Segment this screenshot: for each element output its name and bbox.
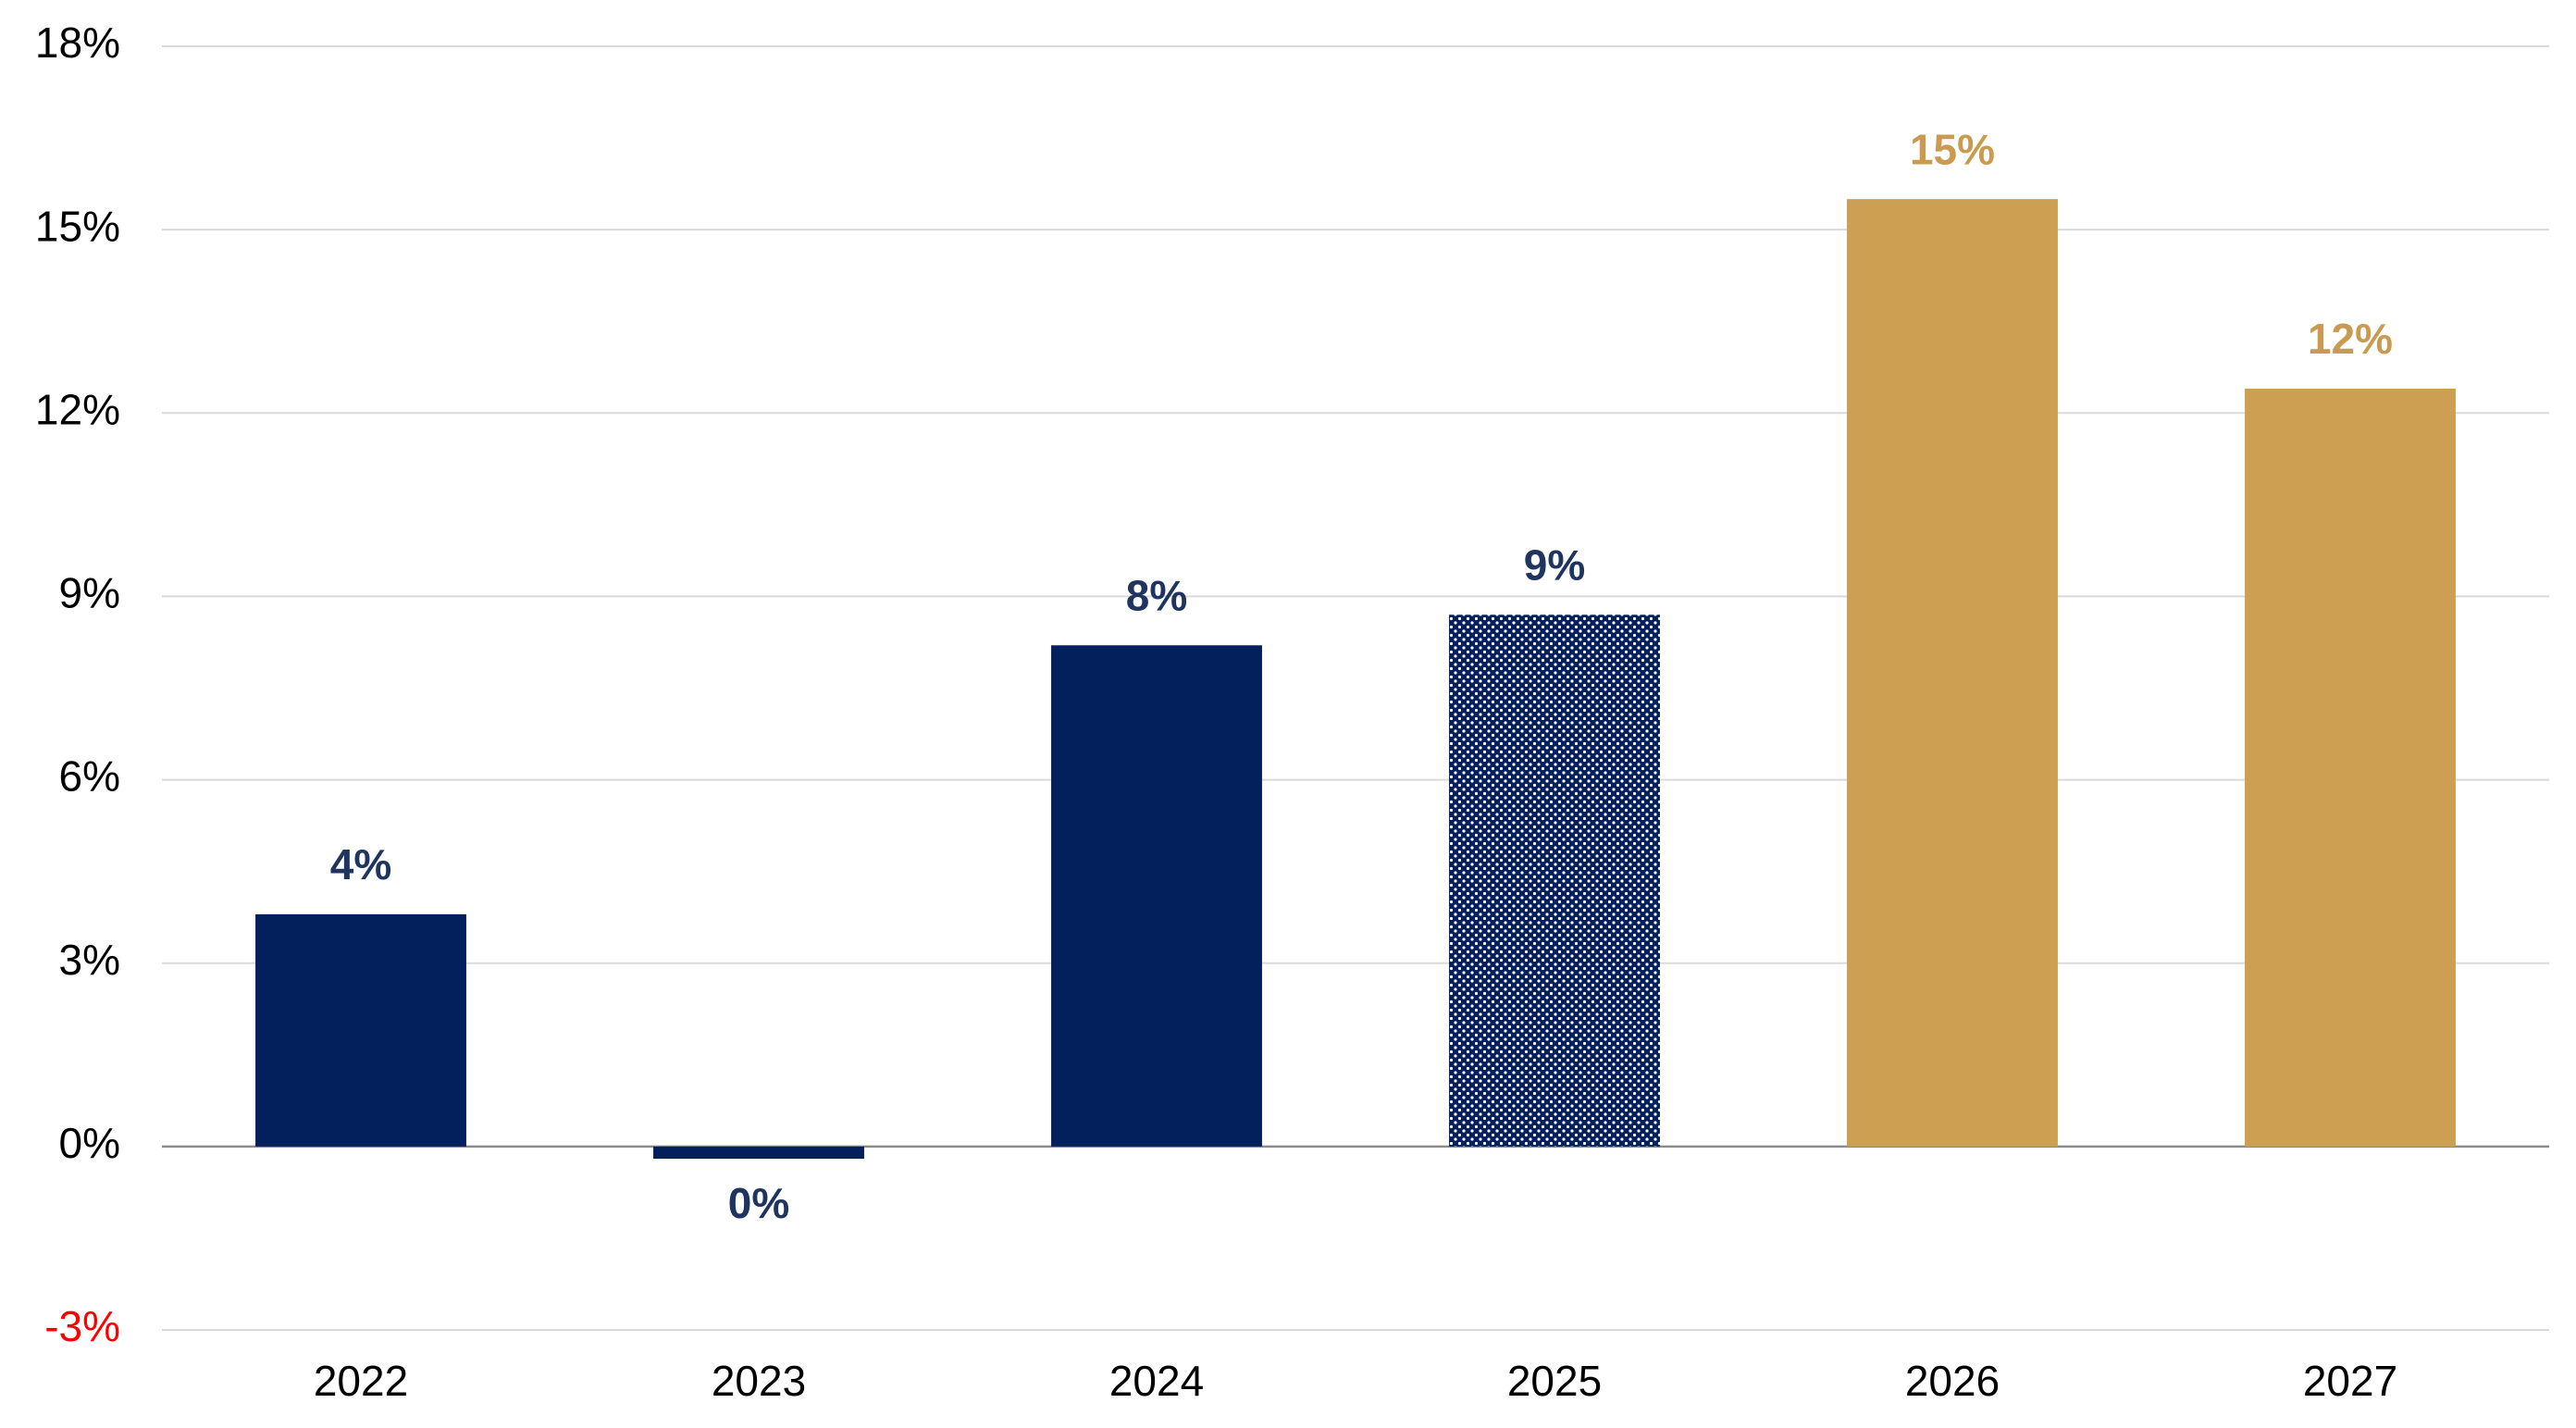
y-tick-label: -3% — [44, 1302, 120, 1350]
x-tick-label: 2027 — [2303, 1357, 2397, 1405]
y-tick-label: 18% — [35, 19, 120, 67]
y-tick-label: 6% — [59, 752, 120, 801]
x-tick-label: 2023 — [712, 1357, 806, 1405]
value-label: 8% — [1126, 571, 1187, 619]
bar — [1051, 645, 1262, 1147]
y-tick-label: 3% — [59, 936, 120, 984]
x-tick-label: 2025 — [1507, 1357, 1602, 1405]
value-label: 0% — [728, 1179, 789, 1227]
x-tick-label: 2022 — [314, 1357, 408, 1405]
bar — [2245, 388, 2456, 1147]
value-label: 9% — [1524, 540, 1585, 589]
value-label: 15% — [1910, 125, 1995, 173]
y-tick-label: 9% — [59, 569, 120, 617]
y-tick-label: 0% — [59, 1119, 120, 1167]
y-tick-label: 15% — [35, 202, 120, 250]
bar — [1847, 199, 2058, 1147]
x-tick-label: 2026 — [1905, 1357, 2000, 1405]
bar — [255, 913, 466, 1147]
value-label: 4% — [330, 840, 391, 888]
bar — [653, 1146, 864, 1160]
value-label: 12% — [2308, 315, 2393, 363]
x-tick-label: 2024 — [1109, 1357, 1204, 1405]
bar — [1449, 615, 1660, 1147]
y-tick-label: 12% — [35, 385, 120, 433]
